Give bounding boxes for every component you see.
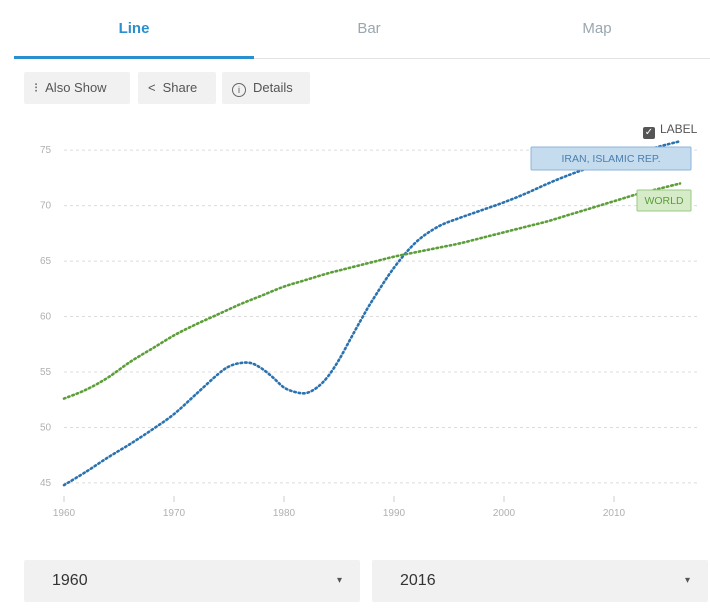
end-year-select[interactable]: 2016 ▾ (372, 560, 708, 602)
chart-type-tabs: Line Bar Map (14, 0, 710, 59)
tab-bar[interactable]: Bar (357, 20, 381, 37)
share-button[interactable]: < Share (138, 72, 216, 104)
series-label-iran: IRAN, ISLAMIC REP. (530, 146, 692, 171)
y-axis-ticks: 45 50 55 60 65 70 75 (40, 145, 52, 489)
x-tick-label: 1960 (53, 508, 76, 519)
start-year-value: 1960 (52, 572, 88, 589)
info-icon: i (232, 83, 246, 97)
checkbox-checked-icon[interactable]: ✓ (643, 127, 655, 139)
also-show-button[interactable]: ⁝ Also Show (24, 72, 130, 104)
y-tick-label: 70 (40, 201, 52, 212)
x-tick-label: 1990 (383, 508, 406, 519)
series-line-iran[interactable] (62, 140, 682, 487)
y-tick-label: 65 (40, 256, 52, 267)
series-label-world-text: WORLD (644, 195, 684, 207)
y-tick-label: 55 (40, 367, 52, 378)
gridlines (64, 149, 700, 484)
tab-line[interactable]: Line (14, 0, 254, 59)
y-tick-label: 45 (40, 478, 52, 489)
label-toggle[interactable]: ✓ LABEL (643, 122, 698, 139)
label-toggle-text: LABEL (660, 122, 698, 136)
share-label: Share (162, 80, 198, 95)
share-icon: < (148, 80, 156, 95)
series-label-iran-text: IRAN, ISLAMIC REP. (561, 153, 660, 165)
end-year-value: 2016 (400, 572, 436, 589)
x-tick-label: 1980 (273, 508, 296, 519)
details-label: Details (253, 80, 293, 95)
series-labels: IRAN, ISLAMIC REP. WORLD (530, 146, 692, 212)
start-year-select[interactable]: 1960 ▾ (24, 560, 360, 602)
y-tick-label: 50 (40, 422, 52, 433)
caret-down-icon: ▾ (336, 575, 342, 586)
series-line-world[interactable] (62, 182, 682, 400)
x-tick-label: 1970 (163, 508, 186, 519)
series-lines (62, 140, 682, 487)
y-tick-label: 60 (40, 312, 52, 323)
x-tick-label: 2000 (493, 508, 516, 519)
tab-map[interactable]: Map (582, 20, 612, 37)
details-button[interactable]: i Details (222, 72, 310, 104)
vertical-dots-icon: ⁝ (34, 80, 39, 95)
also-show-label: Also Show (45, 80, 107, 95)
caret-down-icon: ▾ (684, 575, 690, 586)
y-tick-label: 75 (40, 145, 52, 156)
x-axis-ticks: 1960 1970 1980 1990 2000 2010 (53, 496, 626, 519)
x-tick-label: 2010 (603, 508, 626, 519)
series-label-world: WORLD (636, 189, 692, 212)
